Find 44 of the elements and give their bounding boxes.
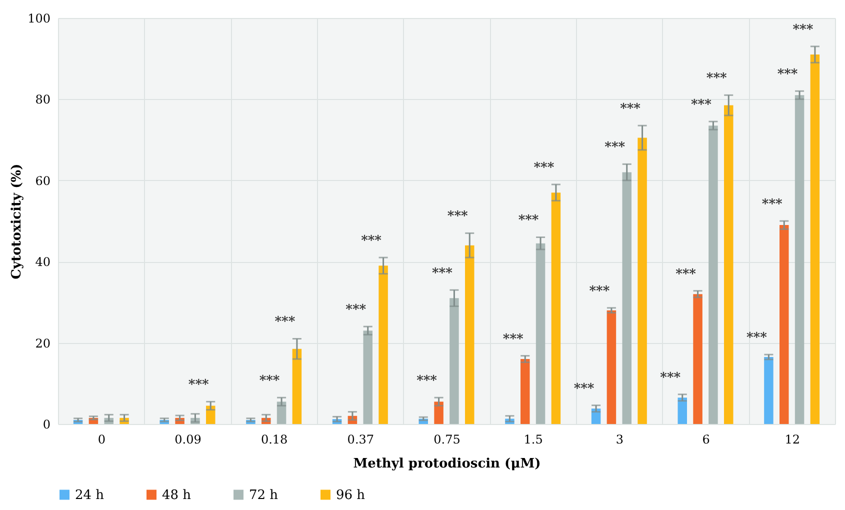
data-label: *** bbox=[274, 314, 296, 330]
data-label: *** bbox=[188, 378, 210, 393]
data-label: *** bbox=[346, 302, 366, 318]
data-label: *** bbox=[518, 213, 539, 228]
data-label: *** bbox=[259, 374, 280, 389]
x-tick-label: 0.18 bbox=[260, 432, 288, 446]
x-tick-label: 0.09 bbox=[174, 432, 202, 446]
y-tick-label: 40 bbox=[35, 255, 50, 270]
x-tick-label: 1.5 bbox=[524, 432, 543, 446]
x-tick-label: 0 bbox=[98, 432, 106, 446]
data-label: *** bbox=[792, 22, 814, 38]
data-label: *** bbox=[432, 266, 453, 282]
x-tick-label: 12 bbox=[784, 432, 800, 446]
data-label: *** bbox=[447, 209, 468, 224]
x-tick-label: 6 bbox=[702, 432, 710, 446]
data-label: *** bbox=[746, 330, 768, 346]
y-tick-label: 80 bbox=[35, 92, 50, 107]
y-tick-label: 60 bbox=[35, 174, 50, 188]
y-tick-label: 20 bbox=[35, 336, 50, 350]
data-label: *** bbox=[706, 71, 728, 86]
legend-label: 24 h bbox=[75, 488, 105, 503]
y-tick-label: 0 bbox=[42, 418, 50, 432]
y-axis-title: Cytotoxicity (%) bbox=[10, 164, 25, 280]
data-label: *** bbox=[416, 374, 438, 389]
data-label: *** bbox=[676, 266, 696, 282]
y-tick-label: 100 bbox=[28, 12, 50, 26]
data-label: *** bbox=[691, 98, 712, 113]
data-label: *** bbox=[604, 140, 626, 156]
data-label: *** bbox=[777, 67, 798, 82]
legend-label: 48 h bbox=[162, 488, 192, 503]
data-label: *** bbox=[502, 332, 524, 347]
x-axis-title: Methyl protodioscin (μM) bbox=[353, 456, 541, 472]
data-label: *** bbox=[574, 381, 594, 396]
x-tick-label: 3 bbox=[616, 432, 624, 446]
data-label: *** bbox=[361, 234, 382, 249]
data-label: *** bbox=[762, 197, 783, 212]
legend-label: 96 h bbox=[336, 488, 366, 503]
data-label: *** bbox=[620, 102, 641, 117]
legend-label: 72 h bbox=[249, 488, 279, 503]
data-label: *** bbox=[589, 284, 610, 299]
data-label: *** bbox=[660, 370, 681, 386]
x-tick-label: 0.75 bbox=[434, 432, 460, 446]
x-tick-label: 0.37 bbox=[347, 432, 374, 446]
data-label: *** bbox=[534, 160, 554, 176]
